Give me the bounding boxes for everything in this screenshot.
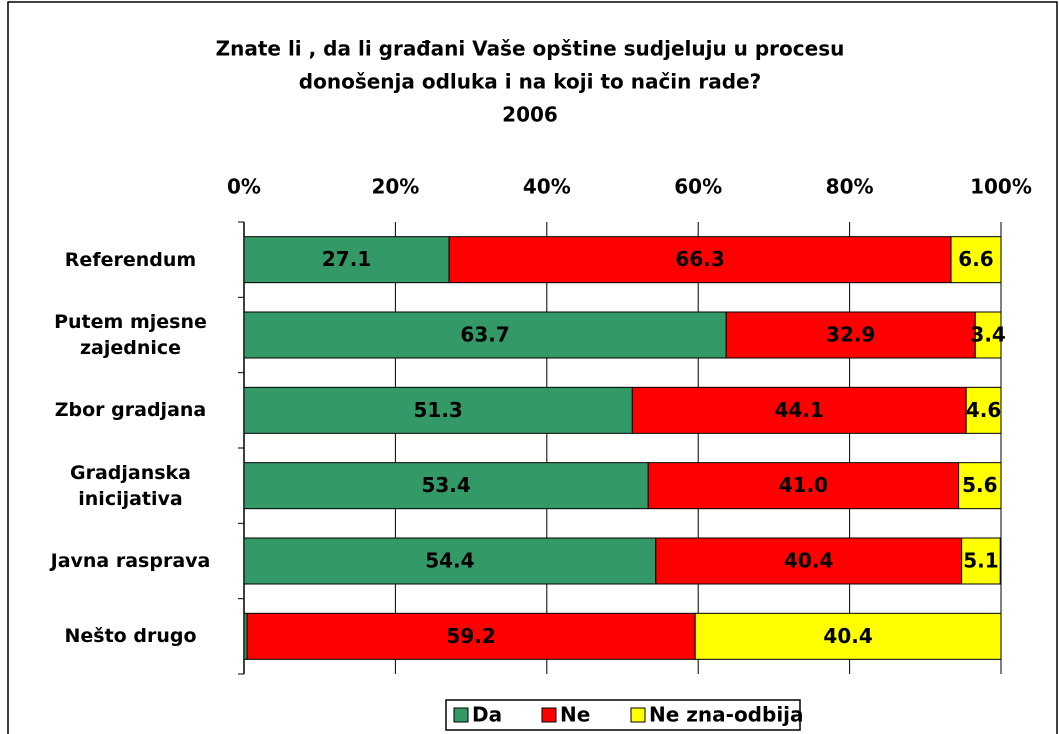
data-label: 53.4 <box>421 473 470 497</box>
y-tick-label: Zbor gradjana <box>54 399 207 422</box>
legend-swatch <box>541 707 557 723</box>
data-label: 40.4 <box>784 549 833 573</box>
data-label: 5.1 <box>963 549 998 573</box>
data-label: 3.4 <box>970 323 1005 347</box>
bar-segment <box>243 537 657 585</box>
legend-box <box>445 699 801 731</box>
x-tick-label: 0% <box>227 175 261 199</box>
chart-title: Znate li , da li građani Vaše opštine su… <box>216 37 845 61</box>
bar-segment <box>655 537 963 585</box>
chart-frame <box>7 1 1058 734</box>
bar-segment <box>725 311 976 359</box>
legend-swatch <box>630 707 646 723</box>
bar-segment <box>965 386 1002 434</box>
bar-segment <box>243 236 450 284</box>
x-tick-label: 40% <box>523 175 571 199</box>
data-label: 27.1 <box>322 247 371 271</box>
bar-segment <box>647 462 960 510</box>
data-label: 54.4 <box>425 549 474 573</box>
bar-segment <box>631 386 967 434</box>
y-tick-label: Javna rasprava <box>50 550 211 572</box>
x-tick-label: 80% <box>826 175 874 199</box>
chart-subtitle: donošenja odluka i na koji to način rade… <box>299 70 761 94</box>
x-tick-label: 60% <box>674 175 722 199</box>
bar-segment <box>448 236 952 284</box>
legend-label: Ne <box>560 703 590 727</box>
data-label: 6.6 <box>958 247 993 271</box>
x-tick-label: 20% <box>371 175 419 199</box>
bar-segment <box>950 236 1002 284</box>
bar-segment <box>243 311 727 359</box>
data-label: 40.4 <box>823 624 872 648</box>
data-label: 5.6 <box>962 473 997 497</box>
data-label: 51.3 <box>413 398 462 422</box>
y-tick-label: Nešto drugo <box>64 625 197 648</box>
data-label: 32.9 <box>826 323 875 347</box>
legend-label: Ne zna-odbija <box>649 703 804 727</box>
bar-segment <box>243 386 633 434</box>
data-label: 63.7 <box>460 323 509 347</box>
data-label: 44.1 <box>775 398 824 422</box>
bar-segment <box>694 612 1002 660</box>
data-label: 66.3 <box>675 247 724 271</box>
legend-swatch <box>453 707 469 723</box>
y-tick-label: Gradjanska inicijativa <box>69 461 191 510</box>
chart-year: 2006 <box>502 103 558 127</box>
bar-segment <box>961 537 1001 585</box>
bar-segment <box>974 311 1002 359</box>
bar-segment <box>958 462 1002 510</box>
data-label: 41.0 <box>779 473 828 497</box>
data-label: 59.2 <box>446 624 495 648</box>
y-tick-label: Putem mjesne zajednice <box>54 311 207 359</box>
legend-label: Da <box>472 703 502 727</box>
bar-segment <box>243 462 649 510</box>
x-tick-label: 100% <box>970 175 1032 199</box>
data-label: 4.6 <box>966 398 1001 422</box>
y-tick-label: Referendum <box>64 248 197 271</box>
